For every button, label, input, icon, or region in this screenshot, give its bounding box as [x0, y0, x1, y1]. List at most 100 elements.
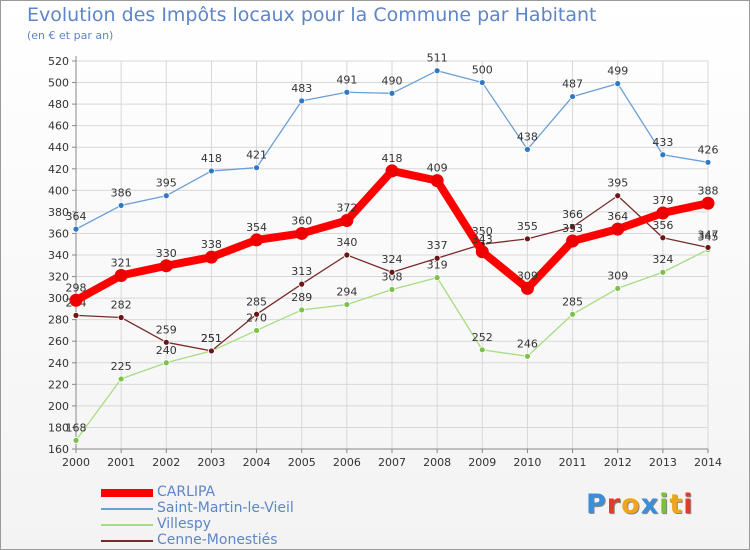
data-point-saint-martin-le-vieil: [524, 145, 531, 153]
data-label-villespy: 252: [472, 331, 493, 344]
data-label-cenne-monesties: 347: [698, 228, 719, 241]
data-label-saint-martin-le-vieil: 483: [291, 82, 312, 95]
data-point-saint-martin-le-vieil: [72, 225, 80, 233]
y-tick-label: 480: [48, 98, 69, 111]
data-label-carlipa: 343: [472, 233, 493, 246]
data-point-saint-martin-le-vieil: [659, 151, 667, 159]
data-label-carlipa: 372: [336, 202, 357, 215]
data-label-carlipa: 354: [246, 221, 267, 234]
data-label-cenne-monesties: 324: [382, 253, 403, 266]
data-label-carlipa: 338: [201, 238, 222, 251]
chart-legend: CARLIPA Saint-Martin-le-Vieil Villespy Cenn…: [101, 484, 341, 549]
x-tick-label: 2005: [288, 456, 316, 469]
data-label-saint-martin-le-vieil: 418: [201, 152, 222, 165]
y-tick-label: 460: [48, 120, 69, 133]
data-point-cenne-monesties: [253, 310, 260, 318]
x-tick-label: 2006: [333, 456, 361, 469]
data-label-carlipa: 330: [156, 247, 177, 260]
data-point-saint-martin-le-vieil: [162, 192, 170, 200]
y-tick-label: 440: [48, 141, 69, 154]
data-point-saint-martin-le-vieil: [614, 80, 622, 88]
data-point-villespy: [117, 375, 125, 383]
data-label-cenne-monesties: 313: [291, 265, 312, 278]
data-point-carlipa: [114, 268, 128, 282]
data-label-carlipa: 379: [652, 194, 673, 207]
data-label-saint-martin-le-vieil: 499: [607, 65, 628, 78]
data-point-carlipa: [611, 222, 625, 236]
data-point-villespy: [569, 310, 576, 318]
chart-title: Evolution des Impôts locaux pour la Comm…: [27, 4, 597, 26]
data-label-villespy: 246: [517, 337, 538, 350]
data-point-carlipa: [295, 226, 309, 240]
data-point-villespy: [72, 436, 80, 444]
data-point-carlipa: [159, 259, 173, 273]
y-tick-label: 420: [48, 163, 69, 176]
y-tick-label: 300: [48, 292, 69, 305]
logo-letter: P: [586, 489, 607, 520]
logo-letter: r: [606, 489, 622, 520]
legend-label: CARLIPA: [157, 484, 216, 500]
x-tick-label: 2014: [694, 456, 722, 469]
x-tick-label: 2012: [604, 456, 632, 469]
data-point-saint-martin-le-vieil: [343, 88, 351, 96]
legend-swatch: [101, 540, 153, 542]
proxiti-logo: Proxiti: [586, 489, 694, 520]
data-point-cenne-monesties: [614, 192, 622, 200]
data-label-villespy: 324: [652, 253, 673, 266]
y-tick-label: 200: [48, 400, 69, 413]
logo-letter: o: [621, 489, 641, 520]
y-tick-label: 260: [48, 335, 69, 348]
x-tick-label: 2004: [243, 456, 271, 469]
data-label-saint-martin-le-vieil: 491: [336, 73, 357, 86]
data-point-carlipa: [250, 233, 264, 247]
data-point-cenne-monesties: [524, 235, 531, 243]
data-point-carlipa: [69, 293, 83, 307]
data-label-villespy: 319: [427, 259, 448, 272]
data-point-carlipa: [204, 250, 218, 264]
data-point-carlipa: [430, 174, 444, 188]
logo-letter: t: [669, 489, 684, 520]
data-label-villespy: 345: [698, 231, 719, 244]
data-point-saint-martin-le-vieil: [253, 164, 260, 172]
data-label-cenne-monesties: 355: [517, 220, 538, 233]
data-label-cenne-monesties: 282: [111, 299, 132, 312]
x-tick-label: 2011: [559, 456, 587, 469]
data-label-cenne-monesties: 356: [652, 219, 673, 232]
data-point-carlipa: [566, 234, 580, 248]
data-point-carlipa: [340, 214, 354, 228]
data-label-saint-martin-le-vieil: 438: [517, 130, 538, 143]
x-tick-label: 2003: [197, 456, 225, 469]
data-point-carlipa: [385, 164, 399, 178]
data-point-cenne-monesties: [388, 268, 396, 276]
y-tick-label: 220: [48, 378, 69, 391]
y-tick-label: 240: [48, 357, 69, 370]
data-point-villespy: [298, 306, 306, 314]
data-label-villespy: 168: [66, 421, 87, 434]
data-label-saint-martin-le-vieil: 490: [382, 74, 403, 87]
data-point-cenne-monesties: [162, 338, 170, 346]
y-tick-label: 400: [48, 184, 69, 197]
data-point-cenne-monesties: [569, 223, 576, 231]
data-point-villespy: [253, 327, 260, 334]
data-point-saint-martin-le-vieil: [298, 97, 306, 105]
data-label-villespy: 270: [246, 311, 267, 324]
data-label-villespy: 285: [562, 295, 583, 308]
data-label-carlipa: 388: [698, 184, 719, 197]
data-point-villespy: [659, 268, 667, 276]
data-point-cenne-monesties: [298, 280, 306, 288]
legend-swatch: [101, 508, 153, 510]
legend-item: Cenne-Monestiés: [101, 532, 341, 549]
data-point-cenne-monesties: [72, 311, 80, 319]
data-label-saint-martin-le-vieil: 500: [472, 64, 493, 77]
legend-label: Saint-Martin-le-Vieil: [157, 500, 294, 516]
data-point-villespy: [343, 301, 351, 308]
data-label-cenne-monesties: 337: [427, 239, 448, 252]
y-tick-label: 320: [48, 271, 69, 284]
data-point-saint-martin-le-vieil: [478, 79, 486, 86]
data-point-villespy: [162, 359, 170, 367]
data-label-saint-martin-le-vieil: 386: [111, 186, 132, 199]
data-label-carlipa: 309: [517, 269, 538, 282]
data-point-cenne-monesties: [208, 347, 215, 355]
